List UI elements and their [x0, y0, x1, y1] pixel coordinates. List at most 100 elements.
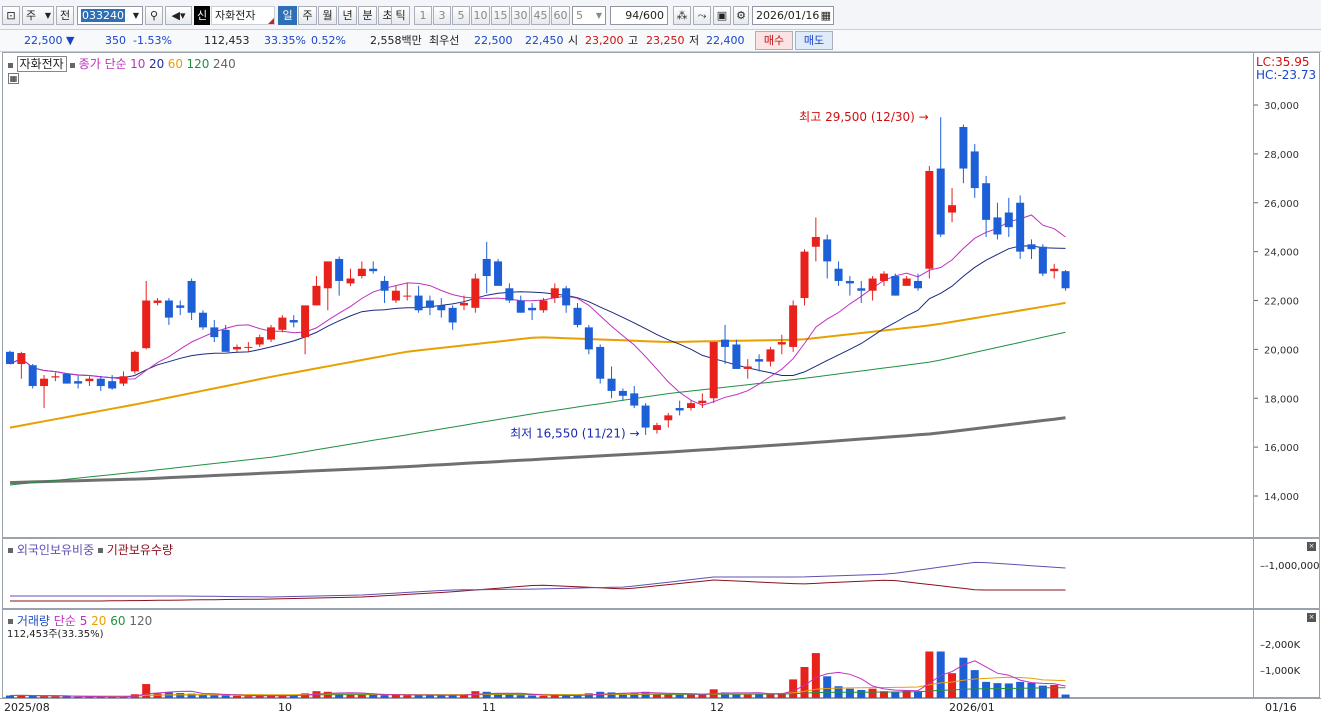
candle-body [777, 342, 786, 345]
grid-toggle-icon[interactable]: ▦ [8, 73, 19, 84]
x-label-2025-08: 2025/08 [4, 701, 50, 714]
volume-bar [902, 690, 911, 698]
volume-bar [244, 696, 253, 698]
interval-45[interactable]: 45 [531, 6, 550, 25]
window-icon[interactable]: ⊡ [2, 6, 20, 25]
lc-label: LC:35.95 [1256, 55, 1310, 69]
close-icon[interactable]: × [1307, 542, 1316, 551]
interval-15[interactable]: 15 [491, 6, 510, 25]
volume-panel[interactable]: 거래량 단순 5 20 60 120 112,453주(33.35%) [2, 609, 1254, 698]
interval-3[interactable]: 3 [433, 6, 451, 25]
price-chart-panel[interactable]: 자화전자 종가 단순 10 20 60 120 240 ▦ 최고 29,500 … [2, 52, 1254, 538]
gear-icon[interactable]: ⚙ [733, 6, 749, 25]
candle-body [539, 300, 548, 311]
y-tick-label: 18,000 [1264, 394, 1299, 405]
volume-bar [857, 689, 866, 698]
ma-20-label: 20 [148, 57, 165, 71]
candle-body [176, 305, 185, 308]
volume-tick-1000k: –1,000K [1260, 666, 1300, 677]
candle-body [289, 320, 298, 323]
volume-current: 112,453주(33.35%) [7, 629, 104, 640]
candle-body [153, 300, 162, 303]
price-value: 22,500 [24, 34, 63, 47]
volume-bar [766, 694, 775, 698]
x-label-10: 10 [278, 701, 292, 714]
tab-week[interactable]: 주 [298, 6, 317, 25]
tab-month[interactable]: 월 [318, 6, 337, 25]
candle-body [902, 278, 911, 286]
volume-bar [539, 695, 548, 698]
volume-bar [1016, 681, 1025, 698]
line-tool-icon[interactable]: ⤳ [693, 6, 711, 25]
amount-value: 2,558백만 [370, 34, 422, 47]
interval-1[interactable]: 1 [414, 6, 432, 25]
price-chart-svg: 최고 29,500 (12/30) → 최저 16,550 (11/21) → [6, 110, 1070, 486]
volume-bar [1004, 683, 1013, 698]
tick-mark: – [1260, 640, 1265, 651]
candle-body [789, 305, 798, 347]
volume-bar [845, 688, 854, 698]
chevron-down-icon: ▼ [595, 11, 602, 20]
x-label-2026-01: 2026/01 [949, 701, 995, 714]
candle-body [641, 405, 650, 428]
volume-bar [687, 694, 695, 698]
volume-bar [425, 695, 434, 698]
price-legend: 자화전자 종가 단순 10 20 60 120 240 [8, 55, 236, 72]
volume-bar [494, 693, 503, 698]
interval-input[interactable]: 5 ▼ [572, 6, 606, 25]
holding-chart-svg [10, 561, 1066, 602]
volume-bar [40, 696, 49, 698]
turnover-pct: 33.35% [264, 34, 306, 47]
volume-axis: × –2,000K –1,000K [1254, 609, 1320, 698]
tab-minute[interactable]: 분 [358, 6, 377, 25]
stock-code-input[interactable]: 033240 ▼ [77, 6, 143, 25]
volume-bar [108, 696, 117, 698]
interval-60[interactable]: 60 [551, 6, 570, 25]
candle-body [823, 239, 832, 262]
interval-30[interactable]: 30 [511, 6, 530, 25]
candle-body [414, 295, 423, 311]
candle-body [505, 288, 514, 301]
holding-legend: 외국인보유비중 기관보유수량 [8, 541, 173, 558]
candle-body [482, 258, 491, 277]
tab-tick[interactable]: 틱 [391, 6, 410, 25]
interval-10[interactable]: 10 [471, 6, 490, 25]
x-axis: 2025/08 10 11 12 2026/01 01/16 [0, 698, 1321, 718]
holding-panel[interactable]: 외국인보유비중 기관보유수량 [2, 538, 1254, 609]
volume-bar [823, 676, 832, 698]
interval-5[interactable]: 5 [452, 6, 470, 25]
count-field[interactable]: 94/600 [610, 6, 668, 25]
volume-tick-2000k-value: 2,000K [1265, 640, 1301, 651]
volume-bar [119, 696, 128, 698]
tab-year[interactable]: 년 [338, 6, 357, 25]
y-tick-label: 22,000 [1264, 297, 1299, 308]
candle-body [346, 278, 355, 284]
search-icon[interactable]: ⚲ [145, 6, 163, 25]
volume-bar [982, 681, 991, 698]
volume-ma-title: 단순 [53, 614, 76, 628]
save-icon[interactable]: ▣ [713, 6, 731, 25]
buy-button[interactable]: 매수 [755, 31, 793, 50]
institution-label: 기관보유수량 [106, 543, 174, 557]
volume-bar [925, 651, 934, 698]
candle-body [675, 408, 684, 411]
candle-body [664, 415, 673, 421]
close-icon[interactable]: × [1307, 613, 1316, 622]
period-select[interactable]: 주 ▼ [22, 6, 54, 25]
volume-bar [267, 695, 276, 698]
institution-line [10, 579, 1066, 602]
candle-body [618, 390, 627, 396]
flag-icon [268, 18, 274, 24]
prev-button[interactable]: 전 [56, 6, 74, 25]
candle-body [982, 183, 991, 220]
x-label-12: 12 [710, 701, 724, 714]
candle-type-icon[interactable]: ⁂ [673, 6, 691, 25]
count-value: 94 [625, 9, 640, 22]
date-input[interactable]: 2026/01/16 ▦ [752, 6, 834, 25]
change-value: 350 [105, 34, 126, 47]
sound-icon[interactable]: ◀▾ [165, 6, 192, 25]
volume-bar [221, 695, 230, 698]
sell-button[interactable]: 매도 [795, 31, 833, 50]
tab-day[interactable]: 일 [278, 6, 297, 25]
candle-body [800, 251, 809, 299]
